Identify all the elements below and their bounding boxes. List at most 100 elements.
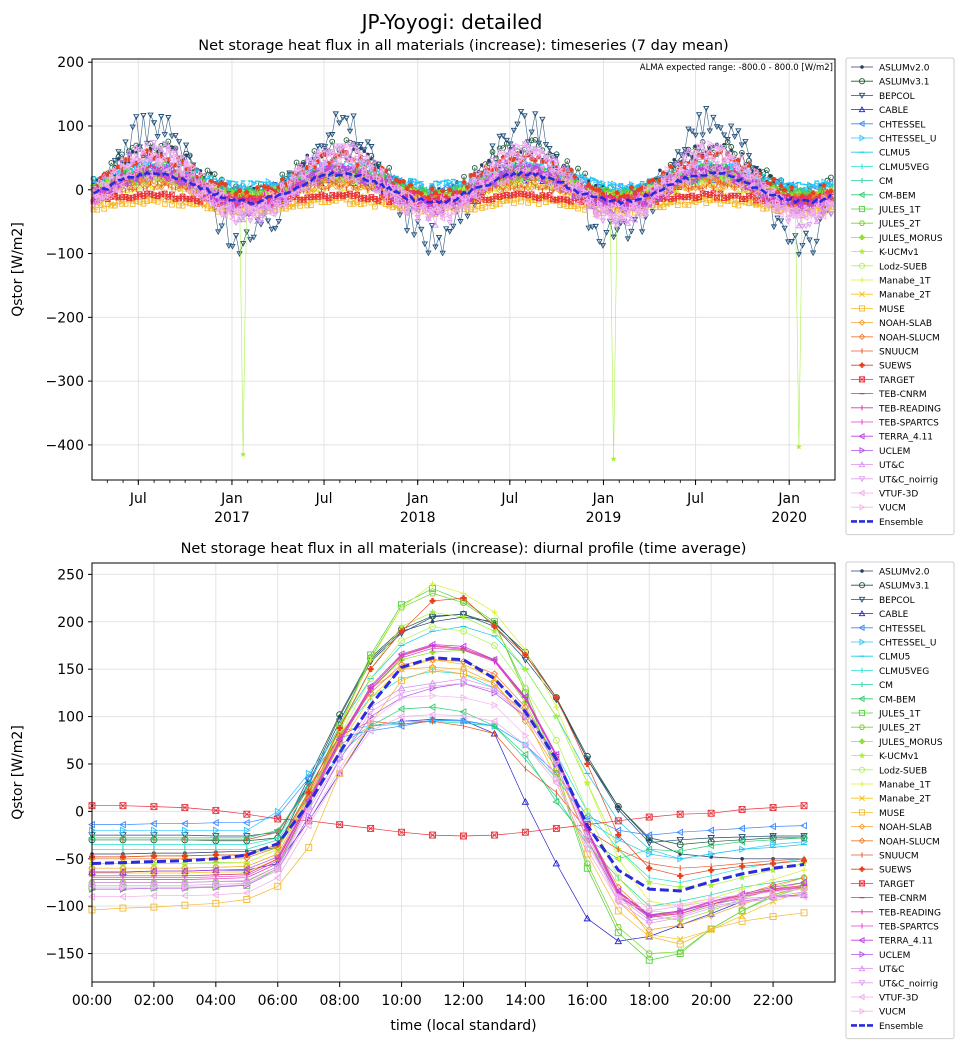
timeseries-point-bepcol: [329, 132, 336, 138]
timeseries-y-tick-label: −300: [46, 374, 84, 390]
timeseries-point-bepcol: [175, 139, 183, 145]
timeseries-panel: Net storage heat flux in all materials (…: [10, 38, 836, 526]
timeseries-point-bepcol: [275, 218, 282, 225]
timeseries-point-bepcol: [599, 243, 607, 249]
timeseries-point-bepcol: [802, 230, 810, 237]
timeseries-point-aslumv3-1: [763, 167, 770, 174]
timeseries-point-bepcol: [446, 229, 453, 235]
timeseries-point-bepcol: [649, 209, 656, 215]
timeseries-x-tick-month: Jul: [129, 491, 147, 507]
timeseries-point-bepcol: [774, 215, 781, 222]
timeseries-point-bepcol: [332, 111, 339, 118]
timeseries-point-aslumv3-1: [767, 173, 774, 180]
timeseries-y-label: Qstor [W/m2]: [10, 222, 26, 317]
timeseries-point-bepcol: [542, 142, 550, 148]
timeseries-point-chtessel-u: [411, 179, 418, 187]
timeseries-point-bepcol: [671, 162, 678, 169]
timeseries-point-aslumv3-1: [528, 137, 535, 144]
timeseries-point-bepcol: [500, 133, 507, 140]
timeseries-point-aslumv3-1: [489, 149, 496, 155]
timeseries-title: Net storage heat flux in all materials (…: [198, 38, 728, 54]
timeseries-point-bepcol: [717, 125, 724, 132]
timeseries-point-chtessel: [410, 183, 417, 190]
timeseries-point-bepcol: [439, 250, 446, 257]
timeseries-point-aslumv3-1: [386, 165, 393, 171]
timeseries-annotation: ALMA expected range: -800.0 - 800.0 [W/m…: [640, 63, 833, 73]
timeseries-point-chtessel-u: [418, 181, 425, 188]
timeseries-point-bepcol: [182, 142, 190, 149]
timeseries-point-bepcol: [435, 234, 443, 241]
timeseries-y-tick-label: −200: [46, 310, 84, 326]
timeseries-point-bepcol: [410, 232, 418, 239]
timeseries-point-aslumv3-1: [582, 170, 588, 177]
timeseries-point-bepcol: [603, 230, 610, 236]
timeseries-point-bepcol: [318, 143, 325, 150]
timeseries-point-cm-bem: [816, 185, 823, 192]
timeseries-point-bepcol: [638, 229, 646, 236]
timeseries-point-bepcol: [350, 113, 357, 120]
timeseries-point-bepcol: [346, 128, 354, 135]
timeseries-point-bepcol: [703, 105, 710, 112]
timeseries-x-tick-month: Jan: [220, 491, 243, 507]
timeseries-point-bepcol: [792, 233, 799, 239]
timeseries-point-bepcol: [728, 123, 735, 130]
timeseries-point-bepcol: [788, 239, 795, 245]
timeseries-x-tick-year: 2020: [771, 510, 807, 526]
timeseries-point-bepcol: [770, 224, 778, 231]
timeseries-point-bepcol: [325, 132, 332, 139]
timeseries-point-bepcol: [150, 120, 158, 126]
timeseries-point-bepcol: [432, 244, 439, 251]
timeseries-x-tick-year: 2019: [586, 510, 622, 526]
timeseries-point-bepcol: [186, 154, 193, 161]
timeseries-y-tick-label: 0: [75, 183, 84, 199]
timeseries-point-bepcol: [165, 115, 172, 121]
timeseries-point-cm-bem: [620, 187, 627, 194]
timeseries-point-bepcol: [614, 227, 621, 234]
timeseries-y-tick-label: 100: [57, 119, 84, 135]
timeseries-point-bepcol: [699, 132, 706, 139]
timeseries-x-tick-month: Jan: [406, 491, 429, 507]
timeseries-series-group: [90, 105, 835, 462]
timeseries-x-tick-month: Jul: [315, 491, 333, 507]
timeseries-point-chtessel-u: [447, 178, 454, 185]
timeseries-point-bepcol: [321, 144, 329, 150]
timeseries-point-bepcol: [357, 141, 364, 148]
timeseries-point-bepcol: [215, 229, 222, 236]
timeseries-point-aslumv3-1: [486, 160, 492, 167]
timeseries-point-bepcol: [517, 109, 525, 115]
timeseries-point-bepcol: [589, 224, 596, 231]
timeseries-point-bepcol: [168, 133, 176, 140]
timeseries-point-bepcol: [624, 236, 632, 243]
timeseries-point-bepcol: [628, 228, 635, 235]
timeseries-point-aslumv3-1: [564, 158, 571, 164]
timeseries-point-bepcol: [268, 226, 275, 233]
timeseries-point-aslumv3-1: [728, 143, 735, 150]
timeseries-y-tick-label: −100: [46, 247, 84, 263]
timeseries-point-bepcol: [735, 128, 742, 135]
timeseries-point-bepcol: [813, 238, 820, 245]
timeseries-point-aslumv3-1: [204, 167, 211, 174]
timeseries-point-bepcol: [706, 128, 713, 135]
timeseries-point-bepcol: [450, 223, 457, 230]
timeseries-x-tick-year: 2017: [214, 510, 250, 526]
timeseries-point-bepcol: [464, 213, 471, 220]
timeseries-point-bepcol: [674, 149, 681, 156]
timeseries-point-bepcol: [403, 228, 411, 234]
timeseries-point-bepcol: [361, 147, 368, 154]
timeseries-x-tick-month: Jan: [777, 491, 800, 507]
figure-title: JP-Yoyogi: detailed: [360, 10, 543, 34]
timeseries-point-bepcol: [799, 242, 806, 249]
timeseries-point-bepcol: [250, 234, 257, 241]
timeseries-x-tick-year: 2018: [400, 510, 436, 526]
timeseries-point-bepcol: [532, 111, 539, 118]
timeseries-point-bepcol: [229, 243, 236, 250]
timeseries-point-bepcol: [724, 136, 731, 143]
timeseries-point-bepcol: [218, 223, 225, 230]
timeseries-point-chtessel-u: [408, 177, 414, 185]
timeseries-point-bepcol: [136, 144, 144, 151]
timeseries-point-bepcol: [418, 226, 425, 233]
timeseries-point-aslumv2-0: [658, 168, 662, 173]
timeseries-x-tick-month: Jul: [686, 491, 704, 507]
timeseries-point-aslumv3-1: [329, 138, 336, 145]
